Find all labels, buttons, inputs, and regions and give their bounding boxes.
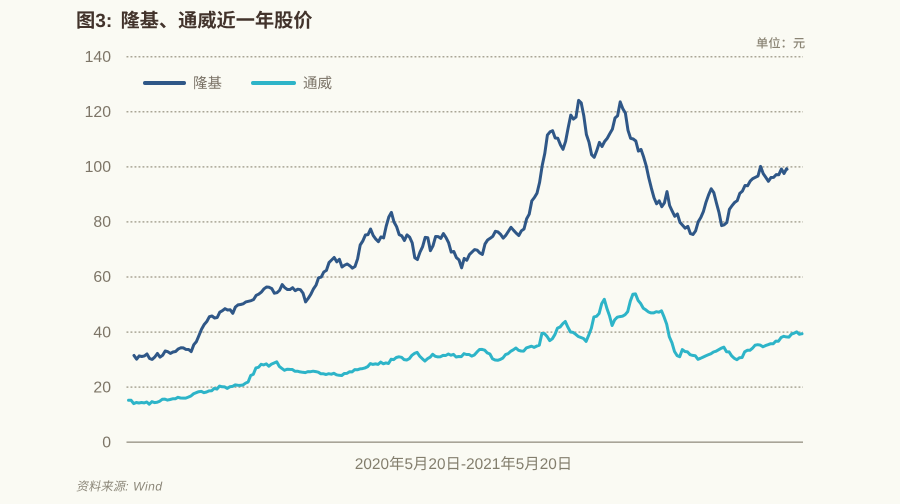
svg-text:60: 60 bbox=[93, 269, 111, 286]
svg-text:100: 100 bbox=[85, 159, 112, 176]
svg-text:40: 40 bbox=[93, 324, 111, 341]
svg-text:20: 20 bbox=[93, 379, 111, 396]
svg-text:140: 140 bbox=[85, 49, 112, 66]
svg-text:0: 0 bbox=[102, 434, 111, 451]
svg-text:120: 120 bbox=[85, 104, 112, 121]
svg-text:80: 80 bbox=[93, 214, 111, 231]
